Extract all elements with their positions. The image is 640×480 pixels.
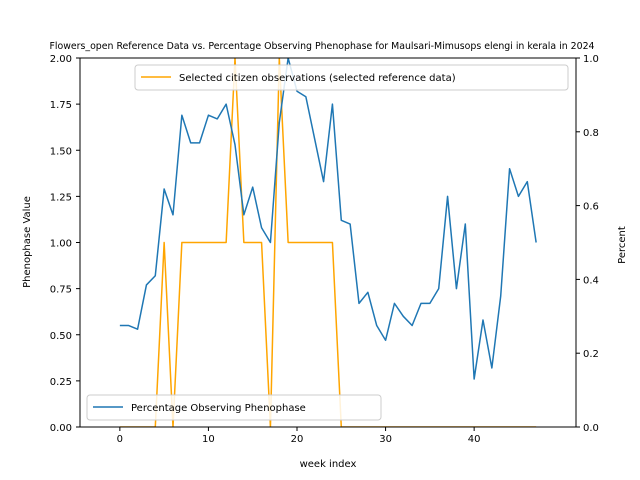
series-line-percentage [119,58,537,380]
legend-upper-right: Selected citizen observations (selected … [134,64,569,91]
y-left-tick-label: 0.00 [50,423,72,434]
legend-box [134,64,569,91]
y-axis-right-label: Percent [617,226,628,264]
legend-label-percentage: Percentage Observing Phenophase [131,403,306,414]
y-right-tick-label: 0.6 [583,202,599,213]
y-left-tick-label: 1.50 [50,146,72,157]
plot-clip-region [119,58,537,427]
y-left-tick-label: 1.25 [50,192,72,203]
series-line-citizen [119,58,537,427]
x-tick-label: 10 [202,434,215,445]
chart-title: Flowers_open Reference Data vs. Percenta… [49,41,594,52]
y-right-tick-label: 0.2 [583,349,599,360]
y-right-tick-label: 1.0 [583,54,599,65]
legend-box [86,394,382,421]
y-left-tick-label: 0.25 [50,377,72,388]
x-tick-label: 0 [117,434,123,445]
y-left-tick-label: 1.00 [50,239,72,250]
x-axis-label: week index [300,459,357,470]
x-tick-label: 40 [468,434,481,445]
y-left-tick-label: 1.75 [50,100,72,111]
y-right-tick-label: 0.8 [583,128,599,139]
legend-label-citizen: Selected citizen observations (selected … [179,73,456,84]
y-left-tick-label: 2.00 [50,54,72,65]
x-tick-label: 20 [291,434,304,445]
x-tick-label: 30 [379,434,392,445]
y-axis-left: 0.00 0.25 0.50 0.75 1.00 1.25 1.50 1.75 2.00 [50,54,80,434]
y-axis-left-label: Phenophase Value [22,196,33,288]
y-right-tick-label: 0.0 [583,423,599,434]
legend-lower-left: Percentage Observing Phenophase [86,394,382,421]
y-right-tick-label: 0.4 [583,275,599,286]
x-axis: 0 10 20 30 40 [117,427,481,445]
y-axis-right: 0.0 0.2 0.4 0.6 0.8 1.0 [576,54,599,434]
y-left-tick-label: 0.75 [50,285,72,296]
y-left-tick-label: 0.50 [50,331,72,342]
series-layer [119,58,537,427]
plot-area [79,57,577,428]
